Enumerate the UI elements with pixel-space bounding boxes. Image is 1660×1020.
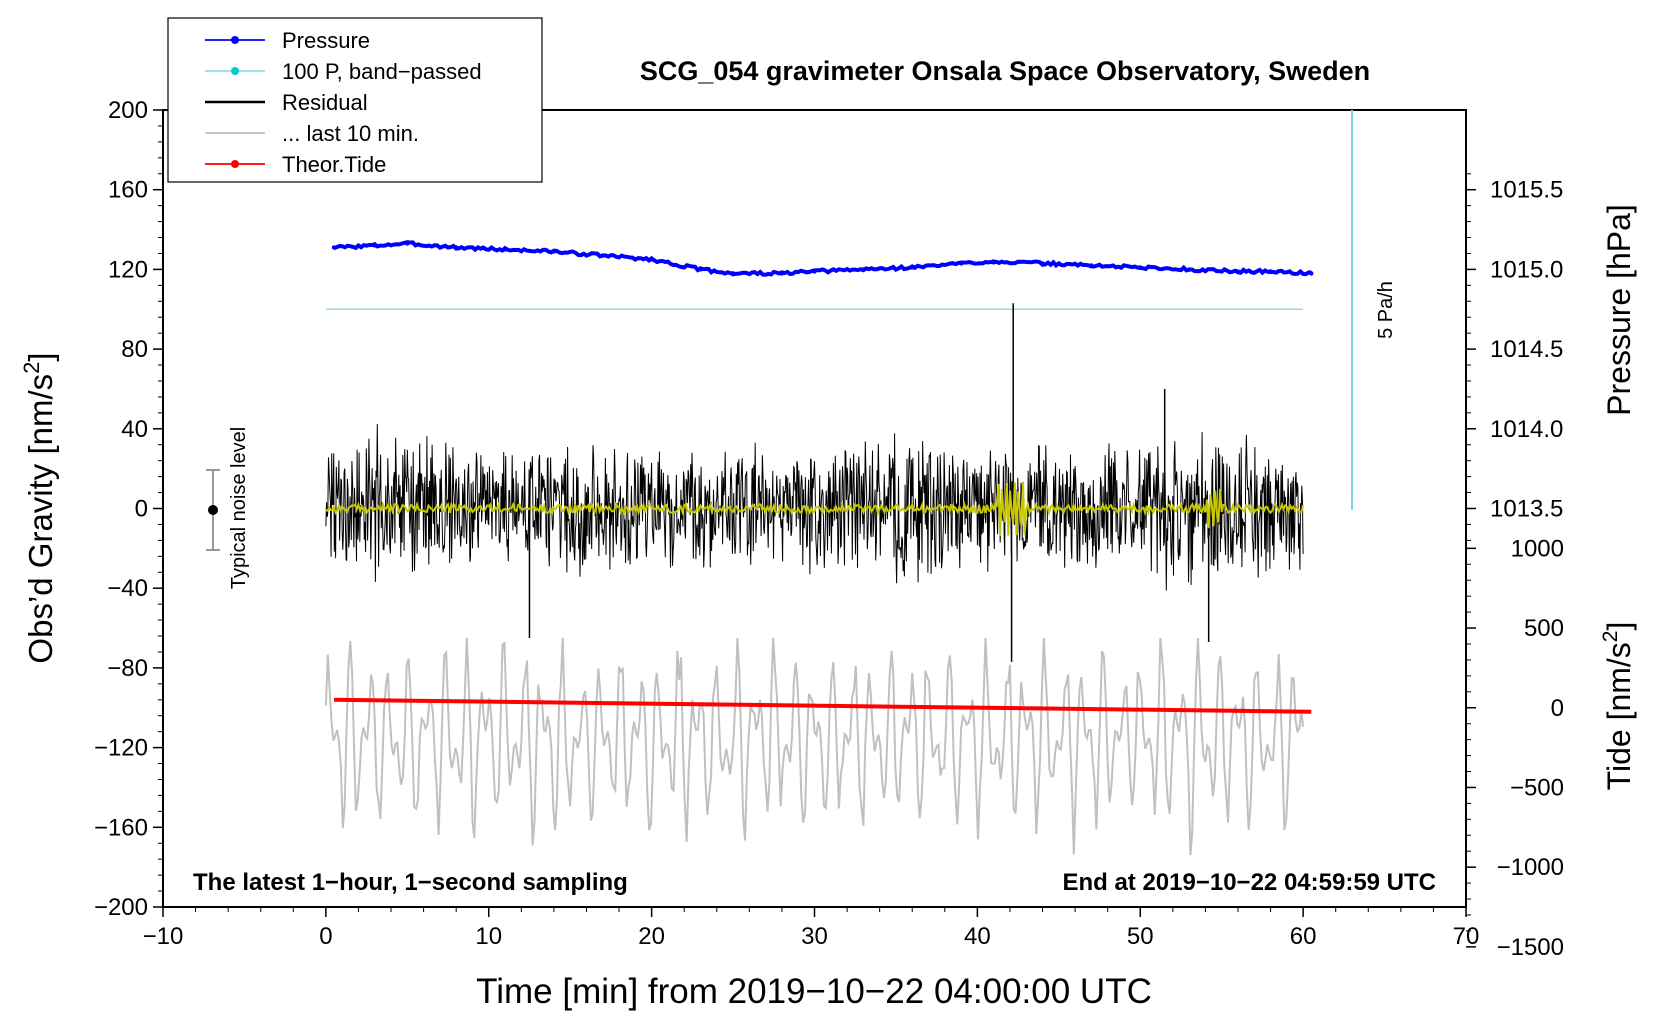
- pressure-point: [1138, 265, 1143, 270]
- pressure-point: [1309, 271, 1314, 276]
- x-tick-label: 50: [1127, 923, 1154, 950]
- series-last-10-min-line: [324, 637, 1305, 856]
- pressure-tick-label: 1014.0: [1490, 416, 1563, 443]
- x-tick-label: −10: [143, 923, 184, 950]
- series-residual-smoothed-line: [325, 481, 1305, 537]
- series-pressure-line: [333, 240, 1312, 277]
- pressure-point: [551, 249, 557, 254]
- pressure-point: [502, 247, 508, 252]
- pressure-point: [910, 265, 915, 270]
- chart-title: SCG_054 gravimeter Onsala Space Observat…: [640, 56, 1370, 86]
- pressure-point: [405, 241, 410, 246]
- y-axis-ticks: 200 160 120 80 40 0 −40 −80 −120 −160 −200: [94, 97, 163, 921]
- tide-tick-label: −1000: [1497, 854, 1564, 881]
- pressure-tick-label: 1013.5: [1490, 496, 1563, 523]
- y-tick-label: 40: [121, 416, 148, 443]
- pressure-rate-label: 5 Pa/h: [1375, 281, 1397, 339]
- pressure-point: [1089, 263, 1094, 268]
- pressure-axis-ticks: 1015.5 1015.0 1014.5 1014.0 1013.5: [1466, 173, 1563, 541]
- y-axis-label-sup: 2: [19, 362, 44, 374]
- pressure-point: [1235, 269, 1241, 274]
- legend-swatch-marker: [231, 67, 239, 75]
- y-tick-label: 160: [108, 177, 148, 204]
- tide-axis-label-main: Tide [nm/s: [1601, 642, 1637, 790]
- y-tick-label: 80: [121, 336, 148, 363]
- series-tide-line: [333, 697, 1312, 714]
- x-tick-label: 60: [1290, 923, 1317, 950]
- legend-label: ... last 10 min.: [282, 121, 419, 146]
- noise-level-label: Typical noise level: [228, 427, 250, 589]
- pressure-point: [372, 243, 377, 248]
- legend-label: Pressure: [282, 28, 370, 53]
- noise-bar-dot: [208, 505, 218, 515]
- legend-box: [167, 17, 543, 183]
- x-tick-label: 70: [1453, 923, 1480, 950]
- y-axis-label-end: ]: [22, 352, 59, 361]
- legend-swatch-marker: [231, 160, 239, 168]
- y-tick-label: −40: [107, 575, 148, 602]
- y-tick-label: −160: [94, 814, 148, 841]
- y-tick-label: 120: [108, 256, 148, 283]
- tide-tick-label: 500: [1524, 615, 1564, 642]
- y-axis-label: Obs’d Gravity [nm/s2]: [19, 352, 59, 663]
- pressure-point: [698, 267, 703, 272]
- series-tide-layer: [333, 697, 1312, 714]
- x-tick-label: 30: [801, 923, 828, 950]
- pressure-point: [453, 245, 459, 250]
- pressure-point: [1040, 261, 1045, 266]
- pressure-point: [649, 257, 654, 262]
- pressure-point: [779, 271, 785, 276]
- x-tick-label: 0: [319, 923, 332, 950]
- pressure-point: [1186, 267, 1192, 272]
- legend-swatch-marker: [231, 36, 239, 44]
- tide-tick-label: −1500: [1497, 934, 1564, 961]
- pressure-point: [331, 245, 337, 250]
- pressure-rate-indicator: 5 Pa/h: [1351, 110, 1397, 510]
- end-time-note: End at 2019−10−22 04:59:59 UTC: [1062, 869, 1436, 896]
- y-tick-label: 200: [108, 97, 148, 124]
- series-residual-layer: [325, 303, 1304, 662]
- series-residual-smoothed-layer: [325, 481, 1305, 537]
- y-tick-label: −80: [107, 655, 148, 682]
- tide-axis-label-end: ]: [1601, 622, 1637, 631]
- series-residual-line: [325, 423, 1304, 591]
- pressure-point: [600, 253, 605, 258]
- y-tick-label: −120: [94, 735, 148, 762]
- pressure-tick-label: 1015.0: [1490, 256, 1563, 283]
- tide-tick-label: −500: [1510, 774, 1564, 801]
- tide-axis-label: Tide [nm/s2]: [1599, 622, 1637, 791]
- legend-label: Theor.Tide: [282, 152, 386, 177]
- pressure-point: [861, 267, 866, 272]
- pressure-point: [1268, 269, 1273, 274]
- pressure-point: [991, 259, 996, 264]
- y-tick-label: −200: [94, 894, 148, 921]
- y-axis-label-main: Obs’d Gravity [nm/s: [22, 374, 59, 664]
- pressure-point: [730, 271, 736, 276]
- pressure-tick-label: 1015.5: [1490, 177, 1563, 204]
- tide-tick-label: 1000: [1511, 535, 1564, 562]
- tide-axis-ticks: 1000 500 0 −500 −1000 −1500: [1466, 535, 1564, 961]
- sampling-note: The latest 1−hour, 1−second sampling: [193, 869, 628, 896]
- noise-level-indicator: Typical noise level: [206, 427, 250, 589]
- pressure-point: [812, 269, 817, 274]
- tide-tick-label: 0: [1551, 695, 1564, 722]
- x-tick-label: 20: [638, 923, 665, 950]
- pressure-axis-label: Pressure [hPa]: [1601, 204, 1637, 416]
- legend-label: 100 P, band−passed: [282, 59, 482, 84]
- series-pressure-layer: [331, 240, 1314, 277]
- series-last-10-min-layer: [324, 637, 1305, 856]
- legend: Pressure 100 P, band−passed Residual ... la…: [167, 17, 543, 183]
- x-axis-ticks: −10 0 10 20 30 40 50 60 70: [143, 907, 1480, 950]
- pressure-point: [958, 261, 964, 266]
- pressure-tick-label: 1014.5: [1490, 336, 1563, 363]
- x-tick-label: 40: [964, 923, 991, 950]
- x-axis-label: Time [min] from 2019−10−22 04:00:00 UTC: [476, 972, 1152, 1011]
- y-tick-label: 0: [135, 496, 148, 523]
- legend-label: Residual: [282, 90, 368, 115]
- tide-axis-label-sup: 2: [1599, 631, 1622, 643]
- x-tick-label: 10: [475, 923, 502, 950]
